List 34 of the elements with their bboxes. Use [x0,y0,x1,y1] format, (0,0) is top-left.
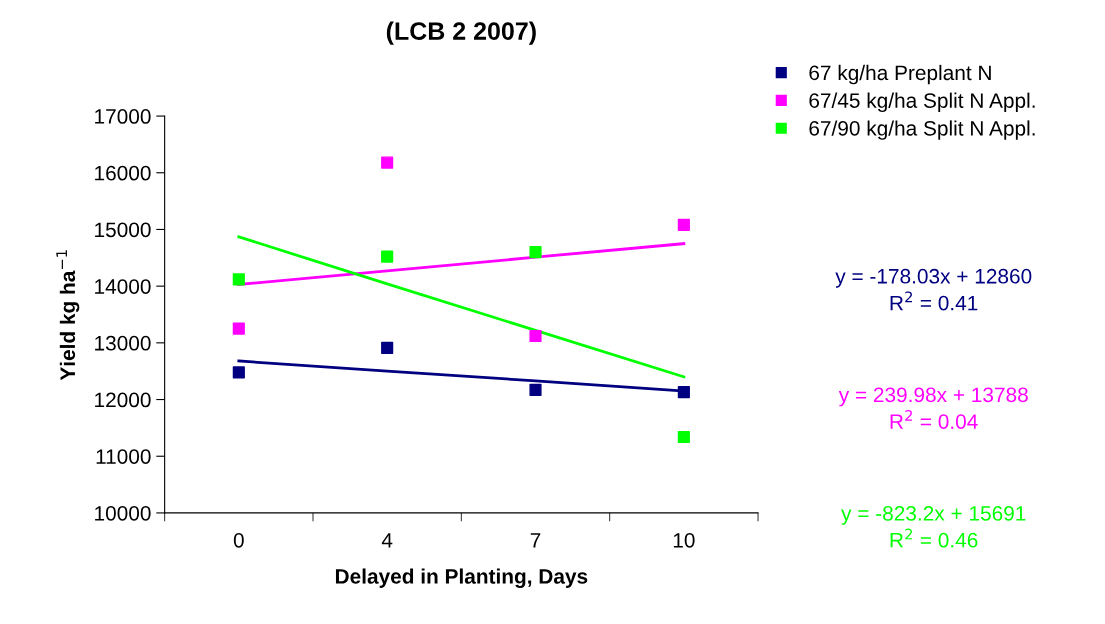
point [677,386,690,399]
y-tick-label: 12000 [95,392,151,408]
point [232,273,245,286]
point [529,246,542,259]
point [529,329,542,343]
point [232,366,245,379]
y-tick-label: 14000 [95,279,151,294]
text: y = -823.2x + 15691 R$^{2}$ = 0.46 [841,505,1026,548]
y-tick-label: 11000 [96,449,151,464]
y-tick-label: 17000 [95,109,151,124]
point [381,341,394,355]
text: y = -178.03x + 12860 R$^{2}$ = 0.41 [835,268,1032,311]
line-series [237,235,686,379]
x-axis-title: Delayed in Planting, Days [335,568,588,588]
x-tick-label: 10 [673,532,695,548]
legend-label: 67/90 kg/ha Split N Appl. [809,120,1035,140]
point [232,322,245,335]
point [381,250,394,263]
point [381,156,394,169]
legend-label: 67/45 kg/ha Split N Appl. [809,92,1035,113]
y-tick-label: 15000 [95,222,151,238]
chart-title: (LCB 2 2007) [386,21,536,45]
x-tick-label: 7 [530,533,541,548]
text: y = 239.98x + 13788 R$^{2}$ = 0.04 [838,387,1028,429]
y-tick-label: 10000 [95,505,151,521]
legend-label: 67 kg/ha Preplant N [809,64,991,85]
point [677,218,690,231]
y-tick-label: 16000 [95,165,151,181]
x-tick-label: 4 [381,533,393,548]
x-tick-label: 0 [233,532,244,548]
y-tick-label: 13000 [95,335,151,351]
y-axis-title: Yield kg ha$^{−1}$ [56,250,80,381]
point [677,430,690,444]
point [529,383,542,396]
